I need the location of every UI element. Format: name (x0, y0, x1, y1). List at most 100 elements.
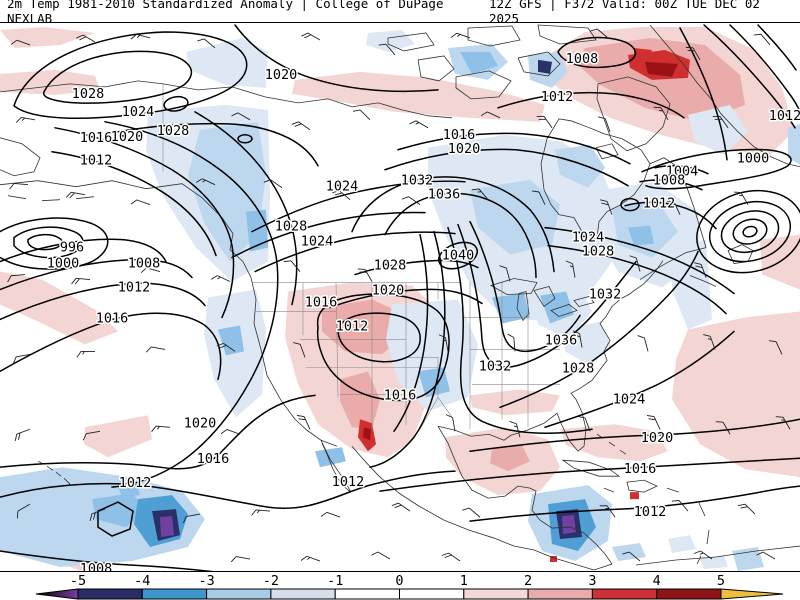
anomaly-shading-palePink (560, 424, 668, 462)
wind-barb-icon (216, 342, 236, 352)
wind-barb-icon (629, 255, 641, 272)
wind-barb-icon (301, 32, 321, 41)
wind-barb-icon (768, 340, 783, 355)
wind-barb-icon (450, 32, 471, 39)
coastline (517, 51, 561, 77)
coastline (540, 118, 651, 243)
wind-barb-glyph (82, 430, 101, 441)
isobar-contour (42, 50, 193, 104)
wind-barb-glyph (293, 342, 306, 358)
anomaly-shading-paleBlue (668, 535, 696, 554)
wind-barb-icon (590, 28, 609, 39)
isobar-contour (104, 121, 279, 488)
isobar-label: 1000 (737, 151, 769, 167)
wind-barb-glyph (391, 502, 411, 512)
wind-barb-glyph (89, 508, 106, 521)
colorbar-segment (206, 588, 272, 600)
isobar-label: 1024 (613, 391, 645, 407)
wind-barb-icon (671, 499, 689, 512)
isobar-label: 1012 (119, 475, 151, 491)
isobar-contour (0, 282, 206, 321)
coastline (649, 24, 800, 168)
wind-barb-icon (89, 508, 106, 521)
wind-barb-icon (151, 425, 171, 432)
coastline (626, 479, 658, 493)
wind-barb-icon (65, 191, 86, 199)
wind-barb-glyph (182, 513, 201, 524)
isobar-contour (316, 293, 450, 402)
wind-barb-glyph (438, 334, 449, 352)
wind-barb-glyph (694, 262, 707, 278)
wind-barb-icon (71, 277, 91, 285)
wind-barb-icon (14, 428, 31, 442)
wind-barb-glyph (531, 190, 546, 205)
isobar-contour (544, 226, 735, 295)
anomaly-shading-midLightBlue (628, 225, 654, 246)
colorbar-tick-label: -2 (263, 573, 279, 589)
colorbar-over-arrow (720, 588, 784, 600)
wind-barb-glyph (499, 265, 511, 282)
wind-barb-icon (76, 34, 96, 43)
wind-barb-icon (293, 342, 306, 358)
colorbar-segment (77, 588, 143, 600)
wind-barb-glyph (509, 421, 521, 438)
isobar-label: 1036 (428, 187, 460, 203)
wind-barb-icon (371, 551, 391, 560)
anomaly-shading-midPink (578, 37, 745, 122)
anomaly-shading-red (630, 492, 639, 500)
coastline (635, 545, 800, 566)
isobar-label: 1008 (566, 51, 598, 67)
isobar-label: 1016 (305, 294, 337, 310)
colorbar-tick-label: -3 (198, 573, 214, 589)
isobar-contour (679, 27, 728, 161)
coastline (573, 296, 595, 307)
isobar-contour (379, 457, 800, 492)
wind-barb-icon (16, 503, 31, 519)
wind-barb-icon (140, 267, 161, 274)
isobar-contour (384, 192, 537, 279)
political-border (302, 282, 439, 432)
isobar-contour (654, 165, 709, 175)
wind-barb-glyph (15, 116, 36, 123)
isobar-label: 1028 (157, 123, 189, 139)
colorbar-segment (399, 588, 465, 600)
wind-barb-icon (210, 275, 231, 282)
coastline (689, 275, 717, 287)
isobar-label: 1020 (372, 283, 404, 299)
wind-barb-glyph (666, 200, 681, 215)
wind-barb-glyph (671, 499, 689, 512)
wind-barb-glyph (216, 342, 236, 352)
isobar-label: 1016 (197, 451, 229, 467)
isobar-label: 1004 (666, 164, 698, 180)
wind-barb-glyph (140, 267, 161, 274)
isobar-label: 1024 (326, 179, 358, 195)
isobar-contour (254, 231, 456, 273)
isobar-label: 1020 (184, 415, 216, 431)
anomaly-shading-midPink (340, 371, 380, 430)
isobar-contour (54, 127, 235, 319)
wind-barb-glyph (9, 183, 29, 190)
wind-barb-glyph (352, 109, 371, 121)
wind-barb-icon (145, 346, 166, 353)
anomaly-shading-darkRed (645, 61, 678, 77)
isobar-contour (469, 220, 581, 353)
wind-barb-icon (82, 430, 101, 441)
pressure-center-contour (720, 210, 780, 254)
coastline (595, 143, 619, 160)
anomaly-shading-palePink (470, 389, 560, 416)
wind-barb-glyph (291, 121, 311, 131)
wind-barb-icon (332, 190, 351, 201)
isobar-contour (624, 201, 717, 230)
wind-barb-icon (685, 46, 701, 61)
wind-barb-icon (471, 188, 489, 200)
wind-barb-glyph (768, 340, 783, 355)
wind-barb-glyph (693, 550, 713, 560)
isobar-label: 1012 (634, 504, 666, 520)
anomaly-shading-midLightBlue (540, 291, 574, 324)
anomaly-shading-midLightBlue (315, 447, 346, 468)
isobar-contour (13, 31, 248, 119)
isobar-label: 1024 (572, 230, 604, 246)
wind-barb-glyph (685, 46, 701, 61)
wind-barb-glyph (715, 421, 731, 435)
